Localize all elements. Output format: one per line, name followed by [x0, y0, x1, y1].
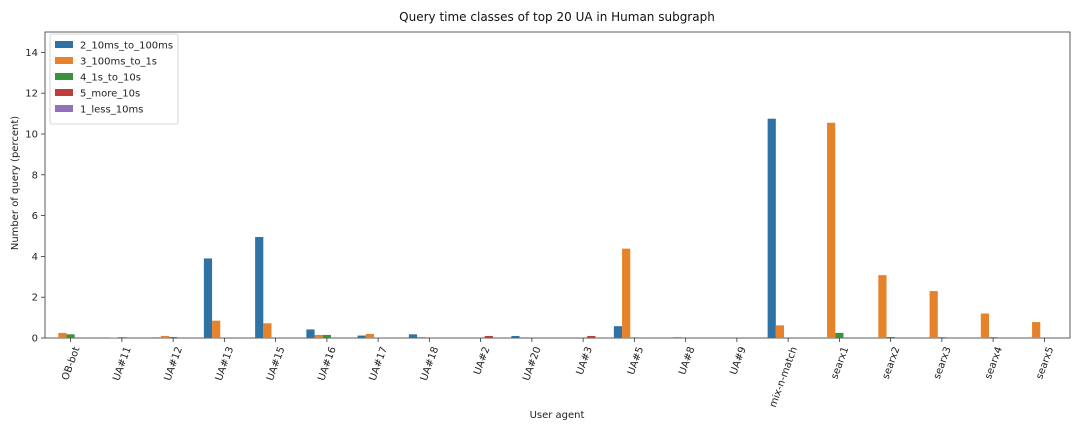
bar-3_100ms_to_1s [878, 275, 887, 338]
bar-2_10ms_to_100ms [255, 237, 264, 338]
bar-3_100ms_to_1s [1032, 322, 1041, 338]
x-tick-label: UA#18 [419, 345, 441, 382]
x-tick-label: UA#17 [368, 345, 390, 382]
bar-2_10ms_to_100ms [306, 329, 315, 338]
x-tick-label: UA#15 [265, 345, 287, 382]
bar-3_100ms_to_1s [622, 248, 631, 338]
y-tick-label: 2 [32, 293, 38, 304]
bar-4_1s_to_10s [835, 332, 844, 338]
plot-frame [44, 31, 1071, 339]
x-tick-label: searx5 [1034, 345, 1056, 380]
legend-box [49, 33, 179, 125]
bar-3_100ms_to_1s [827, 122, 836, 338]
x-tick-label: UA#12 [163, 345, 185, 382]
bar-4_1s_to_10s [886, 336, 895, 338]
legend-label: 2_10ms_to_100ms [80, 41, 173, 52]
y-tick-label: 6 [32, 211, 38, 222]
bar-4_1s_to_10s [630, 337, 639, 338]
bar-3_100ms_to_1s [160, 335, 170, 338]
legend-label: 4_1s_to_10s [80, 73, 141, 84]
x-tick-label: UA#16 [316, 345, 338, 382]
legend-label: 5_more_10s [80, 89, 140, 100]
bar-2_10ms_to_100ms [408, 334, 418, 338]
bar-4_1s_to_10s [989, 337, 998, 338]
y-tick-label: 10 [25, 130, 38, 141]
y-tick-label: 4 [32, 252, 38, 263]
bar-3_100ms_to_1s [58, 332, 67, 338]
y-tick-label: 14 [25, 48, 38, 59]
x-tick-label: searx3 [932, 345, 954, 380]
bar-3_100ms_to_1s [673, 336, 682, 338]
x-tick-label: UA#20 [521, 345, 543, 382]
plot-area: 0 2 4 6 8 10 12 14 OB-bot UA#11 UA#12 UA#13 UA#15 UA#… [25, 31, 1071, 409]
bar-2_10ms_to_100ms [767, 118, 776, 338]
y-axis-label: Number of query (percent) [10, 116, 21, 250]
bar-3_100ms_to_1s [417, 336, 426, 338]
bar-2_10ms_to_100ms [613, 326, 623, 338]
bar-5_more_10s [587, 335, 596, 338]
y-tick-label: 12 [25, 89, 38, 100]
x-tick-label: mix-n-match [768, 345, 800, 409]
bar-3_100ms_to_1s [365, 333, 375, 338]
y-tick-label: 8 [32, 170, 38, 181]
x-tick-label: searx4 [983, 345, 1005, 380]
bar-4_1s_to_10s [322, 334, 331, 338]
legend-swatch [55, 105, 73, 112]
legend-swatch [55, 89, 73, 96]
x-tick-label: UA#2 [472, 345, 492, 376]
bar-3_100ms_to_1s [519, 337, 528, 338]
x-tick-label: UA#11 [111, 345, 133, 382]
x-tick-label: UA#5 [626, 345, 646, 376]
bar-3_100ms_to_1s [775, 325, 785, 338]
bar-3_100ms_to_1s [929, 291, 938, 338]
bar-2_10ms_to_100ms [511, 335, 520, 338]
x-tick-label: OB-bot [60, 345, 82, 381]
x-tick-label: searx1 [829, 345, 851, 380]
x-tick-label: UA#8 [677, 345, 697, 376]
bar-5_more_10s [484, 335, 493, 338]
chart-title: Query time classes of top 20 UA in Human… [399, 10, 715, 24]
bar-4_1s_to_10s [66, 334, 75, 338]
bar-2_10ms_to_100ms [357, 335, 366, 338]
bar-3_100ms_to_1s [314, 334, 323, 338]
bar-3_100ms_to_1s [980, 313, 990, 338]
legend-swatch [55, 57, 73, 64]
bar-3_100ms_to_1s [212, 320, 221, 338]
legend-swatch [55, 41, 73, 48]
legend-label: 3_100ms_to_1s [80, 57, 157, 68]
x-tick-label: searx2 [881, 345, 903, 380]
bar-3_100ms_to_1s [263, 323, 272, 338]
x-tick-label: UA#13 [214, 345, 236, 382]
legend-swatch [55, 73, 73, 80]
legend-label: 1_less_10ms [80, 105, 143, 116]
x-tick-label: UA#9 [728, 345, 748, 376]
bar-4_1s_to_10s [937, 337, 946, 338]
bar-2_10ms_to_100ms [152, 337, 161, 338]
bar-4_1s_to_10s [169, 336, 178, 338]
x-axis-label: User agent [530, 410, 585, 421]
legend: 2_10ms_to_100ms 3_100ms_to_1s 4_1s_to_10s 5… [49, 33, 179, 125]
bar-4_1s_to_10s [117, 337, 126, 338]
bar-2_10ms_to_100ms [203, 258, 213, 338]
y-tick-label: 0 [32, 334, 38, 345]
x-tick-label: UA#3 [575, 345, 595, 376]
